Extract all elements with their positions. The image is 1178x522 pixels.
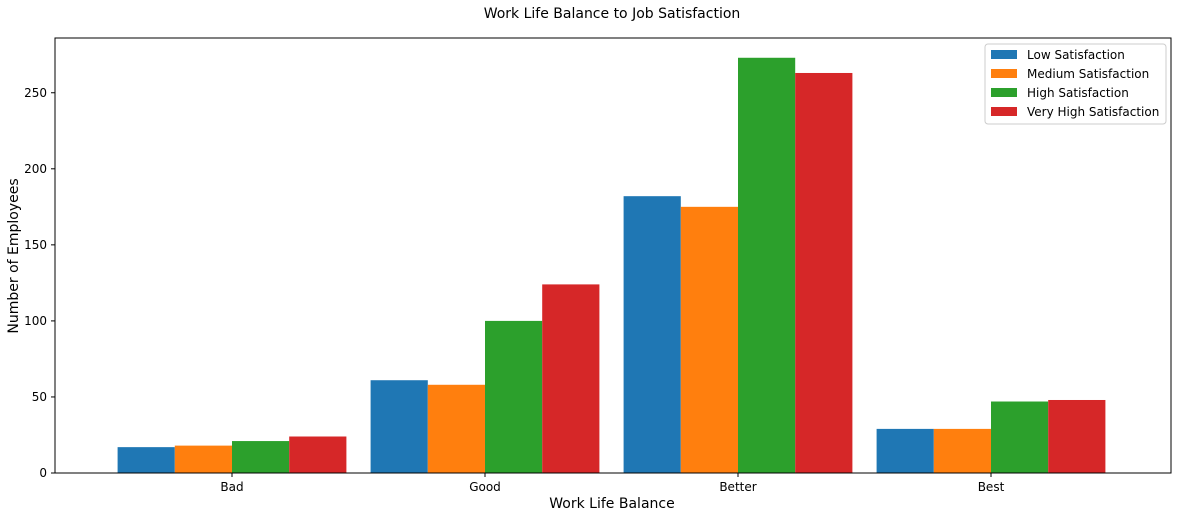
y-tick-label: 100 xyxy=(24,314,47,328)
bar-bad-series-2 xyxy=(174,445,232,473)
legend-swatch xyxy=(991,50,1017,59)
bar-better-series-3 xyxy=(738,57,796,474)
legend-label: High Satisfaction xyxy=(1027,86,1129,100)
bar-better-series-1 xyxy=(623,196,681,473)
y-tick-label: 0 xyxy=(39,466,47,480)
legend-items: Low Satisfaction Medium Satisfaction High … xyxy=(991,48,1159,119)
bar-bad-series-1 xyxy=(117,447,175,473)
bar-good-series-1 xyxy=(370,380,428,473)
legend-swatch xyxy=(991,69,1017,78)
legend-box xyxy=(984,43,1167,125)
bar-bad-series-3 xyxy=(232,441,290,473)
bar-good-series-4 xyxy=(542,284,600,473)
bar-good-series-3 xyxy=(485,320,543,473)
y-tick-label: 150 xyxy=(24,238,47,252)
bar-better-series-2 xyxy=(680,206,738,473)
bar-best-series-2 xyxy=(933,428,991,473)
x-axis-ticks: Bad Good Better Best xyxy=(220,473,1005,494)
legend-label: Low Satisfaction xyxy=(1027,48,1125,62)
bar-best-series-4 xyxy=(1048,399,1106,473)
legend-label: Medium Satisfaction xyxy=(1027,67,1149,81)
legend: Low Satisfaction Medium Satisfaction High … xyxy=(984,43,1167,125)
x-axis-label: Work Life Balance xyxy=(549,496,674,512)
bar-best-series-1 xyxy=(876,428,934,473)
legend-swatch xyxy=(991,107,1017,116)
bar-bad-series-4 xyxy=(289,436,347,473)
x-tick-label: Better xyxy=(719,480,756,494)
bar-best-series-3 xyxy=(991,401,1049,473)
x-tick-label: Good xyxy=(469,480,501,494)
bar-better-series-4 xyxy=(795,72,853,473)
y-tick-label: 250 xyxy=(24,86,47,100)
legend-label: Very High Satisfaction xyxy=(1027,105,1159,119)
y-axis-ticks: 0 50 100 150 200 250 xyxy=(24,86,55,480)
x-tick-label: Bad xyxy=(220,480,243,494)
bars-layer xyxy=(117,57,1106,474)
legend-swatch xyxy=(991,88,1017,97)
y-tick-label: 50 xyxy=(32,390,47,404)
plot-frame xyxy=(54,37,1172,474)
bar-good-series-2 xyxy=(427,384,485,473)
chart-title: Work Life Balance to Job Satisfaction xyxy=(484,6,741,22)
y-tick-label: 200 xyxy=(24,162,47,176)
x-tick-label: Best xyxy=(978,480,1005,494)
y-axis-label: Number of Employees xyxy=(6,178,22,333)
